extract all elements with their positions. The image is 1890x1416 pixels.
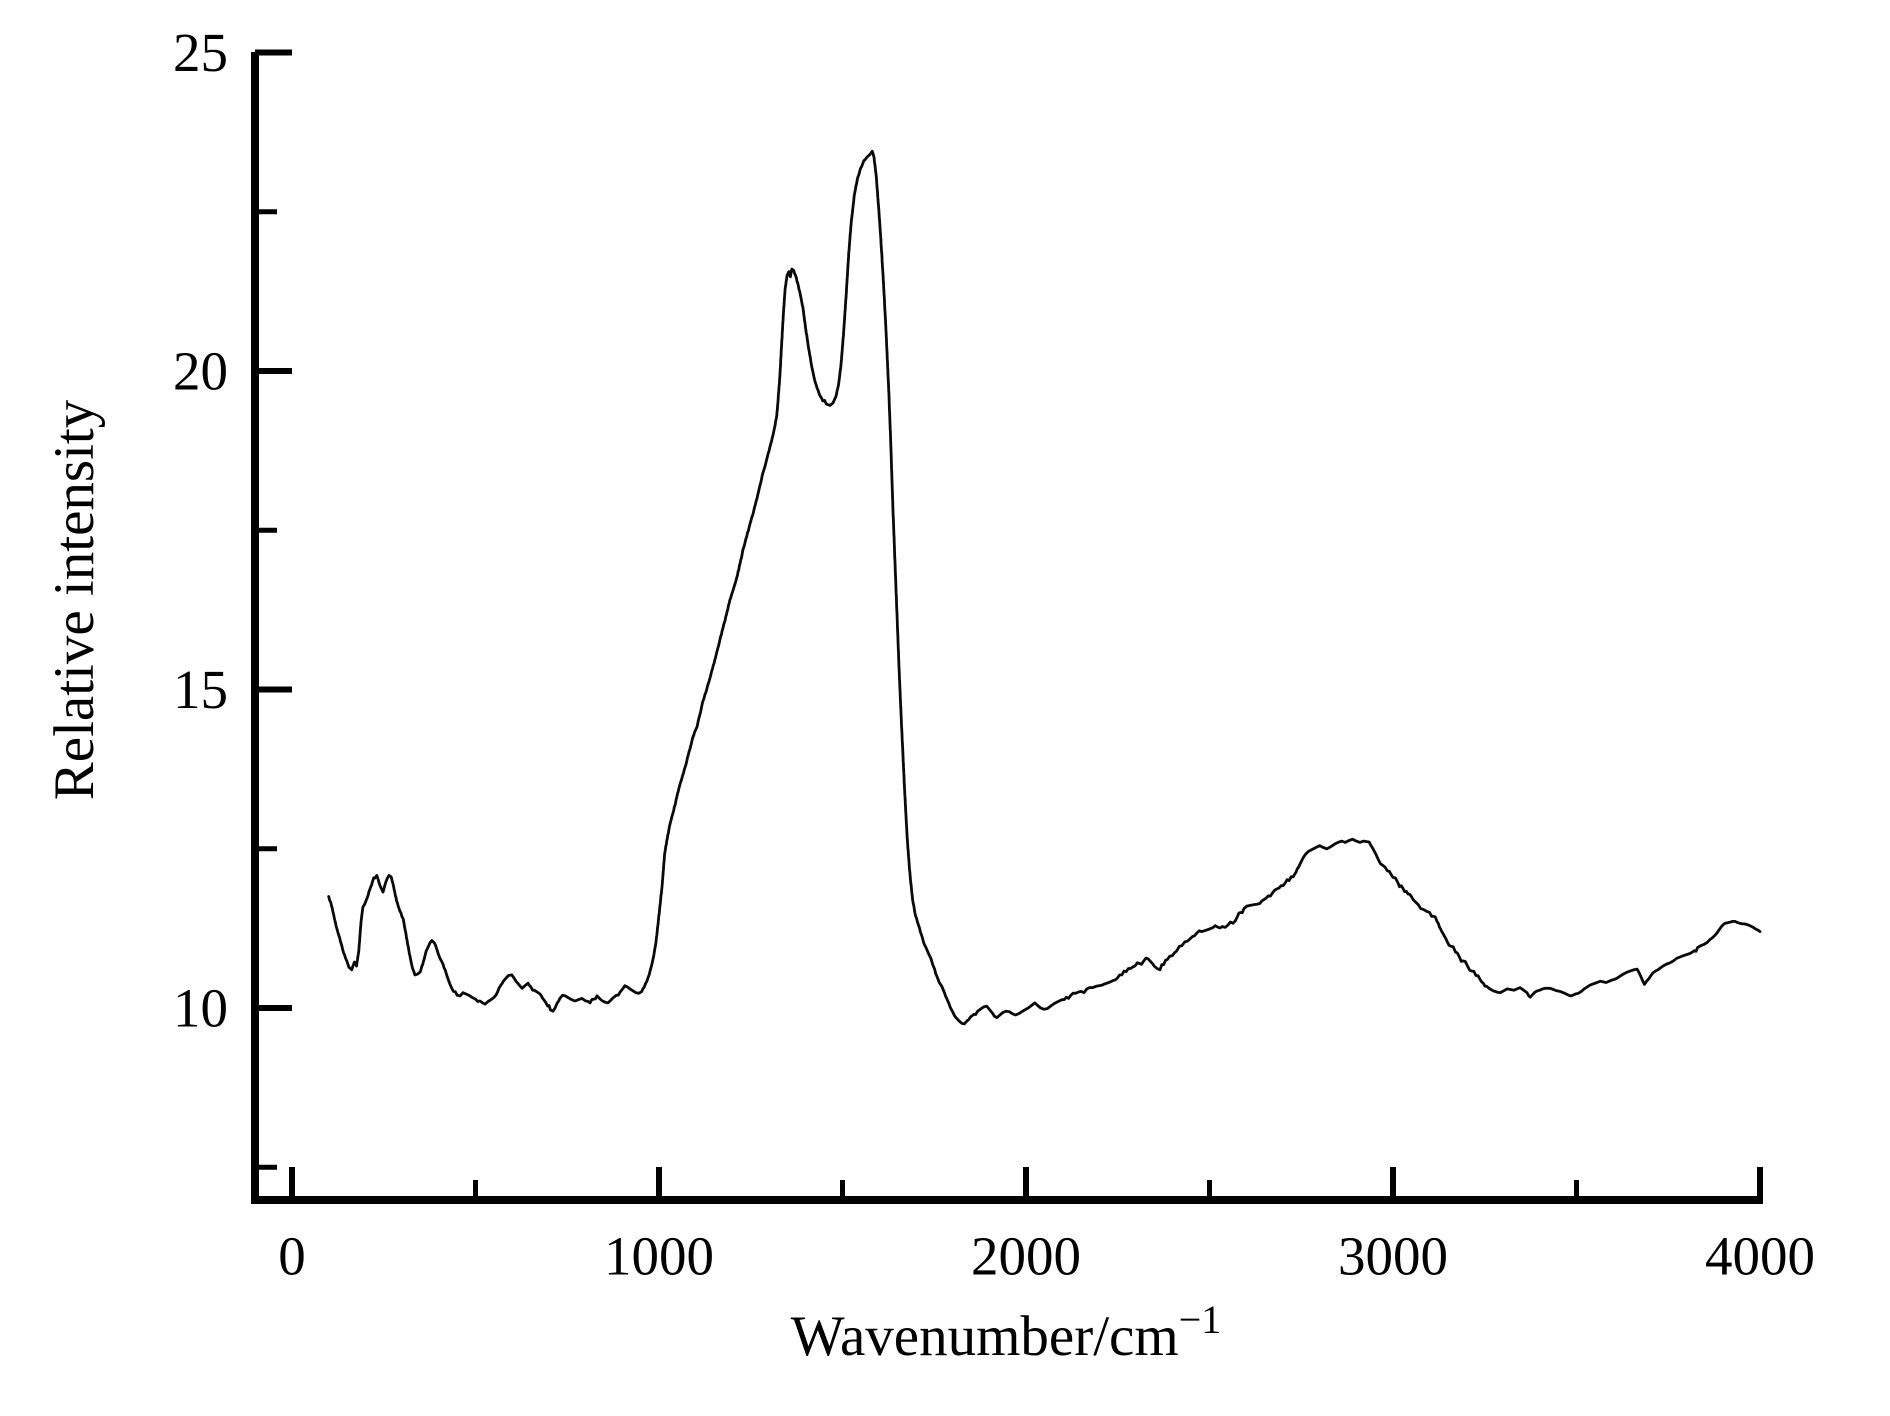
x-axis-title-superscript: −1 [1179, 1297, 1222, 1342]
x-tick-label: 2000 [971, 1226, 1081, 1287]
x-tick-label: 0 [278, 1226, 306, 1287]
x-tick-label: 3000 [1338, 1226, 1448, 1287]
tick-labels: 0 1000 2000 3000 4000 10 15 20 25 [173, 22, 1815, 1287]
x-tick-label: 4000 [1705, 1226, 1815, 1287]
x-axis-title: Wavenumber/cm−1 [791, 1297, 1222, 1368]
axis-ticks [255, 49, 1763, 1200]
y-tick-label: 10 [173, 978, 228, 1039]
axis-lines [251, 52, 1763, 1204]
y-tick-label: 25 [173, 22, 228, 83]
axes [251, 52, 1763, 1204]
y-axis-title: Relative intensity [43, 399, 106, 800]
y-tick-label: 20 [173, 341, 228, 402]
y-tick-label: 15 [173, 659, 228, 720]
x-tick-label: 1000 [604, 1226, 714, 1287]
x-axis-title-base: Wavenumber/cm [791, 1305, 1179, 1368]
spectrum-line [327, 149, 1762, 1026]
